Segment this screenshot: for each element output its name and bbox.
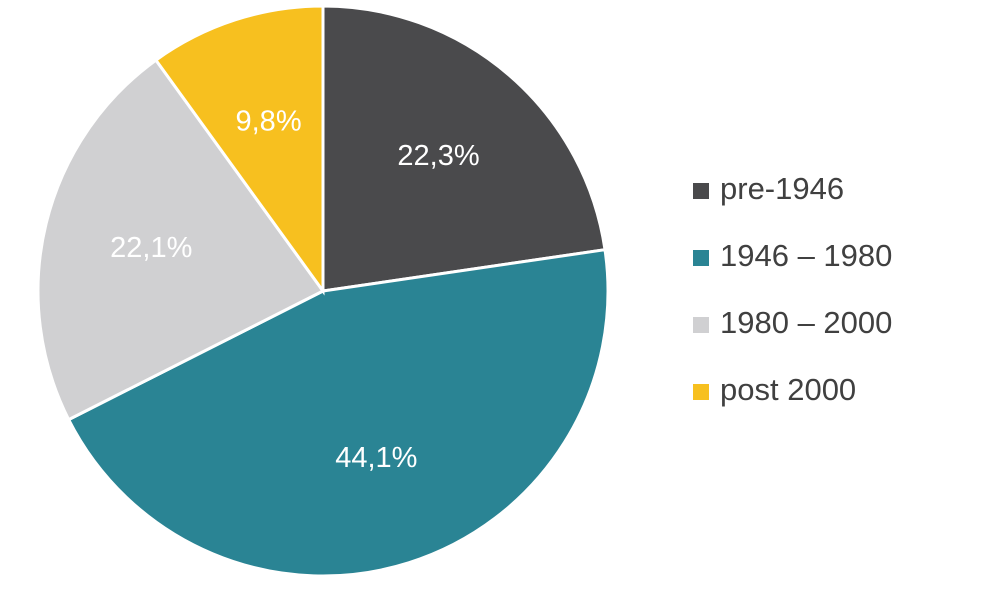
legend-label: 1946 – 1980 <box>720 238 892 273</box>
legend-swatch <box>693 183 709 199</box>
legend-swatch <box>693 384 709 400</box>
legend-label: post 2000 <box>720 372 856 407</box>
pie-slice <box>321 4 607 293</box>
data-label: 22,1% <box>110 232 192 264</box>
legend-label: pre-1946 <box>720 171 844 206</box>
legend-swatch <box>693 317 709 333</box>
data-label: 9,8% <box>236 106 302 138</box>
pie-slice <box>153 4 325 296</box>
data-label: 22,3% <box>397 140 479 172</box>
data-label: 44,1% <box>335 442 417 474</box>
pie-slice <box>66 248 610 578</box>
pie-slice <box>36 58 326 422</box>
legend-label: 1980 – 2000 <box>720 305 892 340</box>
legend-swatch <box>693 250 709 266</box>
